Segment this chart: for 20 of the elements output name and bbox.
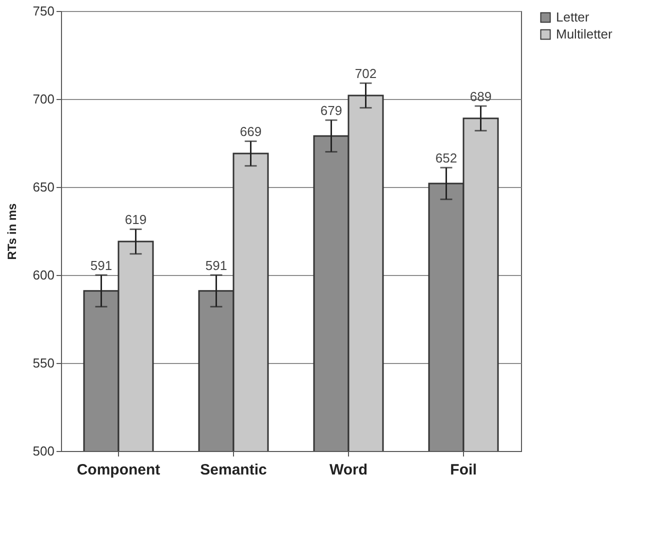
legend-label: Letter: [556, 10, 590, 24]
y-axis-title: RTs in ms: [4, 202, 19, 260]
data-label: 702: [354, 66, 377, 82]
x-tick-label: Component: [76, 462, 160, 478]
data-label: 591: [90, 258, 112, 273]
data-label: 652: [435, 150, 458, 166]
data-label: 679: [320, 103, 342, 118]
y-tick-label: 500: [32, 444, 54, 458]
x-tick-label: Foil: [450, 462, 477, 478]
x-tick-label: Semantic: [200, 462, 267, 478]
y-tick-label: 550: [32, 356, 54, 370]
y-tick-label: 750: [32, 4, 54, 18]
data-label: 591: [205, 258, 228, 273]
x-tick-label: Word: [329, 462, 368, 478]
legend-label: Multiletter: [556, 26, 614, 42]
y-tick-label: 700: [32, 92, 54, 106]
data-label: 619: [124, 212, 147, 228]
y-tick-label: 650: [32, 180, 54, 194]
data-label: 669: [240, 124, 262, 140]
y-tick-label: 600: [32, 268, 54, 282]
